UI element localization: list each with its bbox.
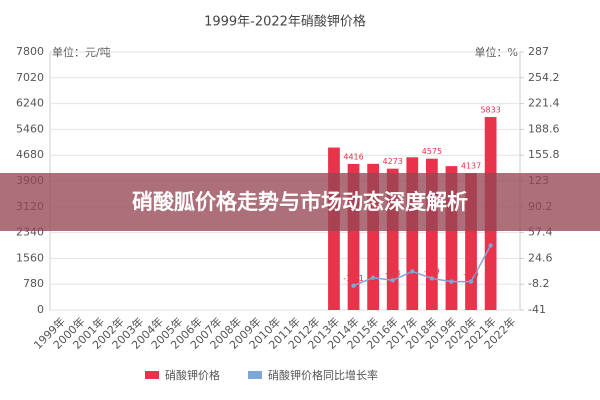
y2-tick-label: 155.8 xyxy=(528,148,560,161)
y2-tick-label: 24.6 xyxy=(528,251,553,264)
data-label: 4575 xyxy=(422,147,442,156)
y-tick-label: 780 xyxy=(23,277,44,290)
overlay-banner xyxy=(0,173,600,231)
data-label: 4137 xyxy=(461,162,481,171)
line-point xyxy=(370,275,376,280)
bar xyxy=(347,163,360,310)
data-label: 4416 xyxy=(343,152,363,161)
data-label: -3.3 xyxy=(385,269,401,278)
bar xyxy=(445,166,458,310)
y2-tick-label: 221.4 xyxy=(528,97,560,110)
y2-tick-label: 254.2 xyxy=(528,71,560,84)
line xyxy=(353,245,492,287)
y2-tick-label: -8.2 xyxy=(528,277,549,290)
y-tick-label: 6240 xyxy=(16,97,44,110)
chart-title: 1999年-2022年硝酸钾价格 xyxy=(204,14,366,30)
line-point xyxy=(468,279,474,284)
y-tick-label: 7800 xyxy=(16,45,44,58)
legend-label: 硝酸钾价格同比增长率 xyxy=(268,368,378,382)
legend-swatch xyxy=(145,371,159,379)
y2-tick-label: -41 xyxy=(528,303,546,316)
bar xyxy=(367,163,379,310)
bar xyxy=(406,157,419,310)
legend-label: 硝酸钾价格 xyxy=(165,368,220,382)
y-tick-label: 5460 xyxy=(16,122,44,135)
line-point xyxy=(449,279,454,284)
y-tick-label: 0 xyxy=(37,303,44,316)
line-point xyxy=(488,243,493,248)
overlay-title: 硝酸胍价格走势与市场动态深度解析 xyxy=(132,190,468,214)
legend-swatch xyxy=(248,371,262,379)
y2-tick-label: 188.6 xyxy=(528,122,560,135)
data-label: 41 xyxy=(486,234,496,243)
line-point xyxy=(410,269,415,274)
data-label: 4273 xyxy=(383,157,403,166)
data-label: -10.1 xyxy=(343,274,364,283)
line-point xyxy=(390,278,395,283)
bar xyxy=(426,158,438,310)
y2-tick-label: 287 xyxy=(528,45,549,58)
bar xyxy=(465,173,477,310)
line-point xyxy=(429,276,435,281)
line-point xyxy=(351,283,356,288)
data-label: -0.9 xyxy=(424,267,440,276)
bar xyxy=(386,168,399,310)
data-label: 5833 xyxy=(480,106,500,115)
y-tick-label: 4680 xyxy=(16,148,44,161)
data-label: -4.9 xyxy=(463,270,479,279)
y-tick-label: 7020 xyxy=(16,71,44,84)
y-tick-label: 1560 xyxy=(16,251,44,264)
